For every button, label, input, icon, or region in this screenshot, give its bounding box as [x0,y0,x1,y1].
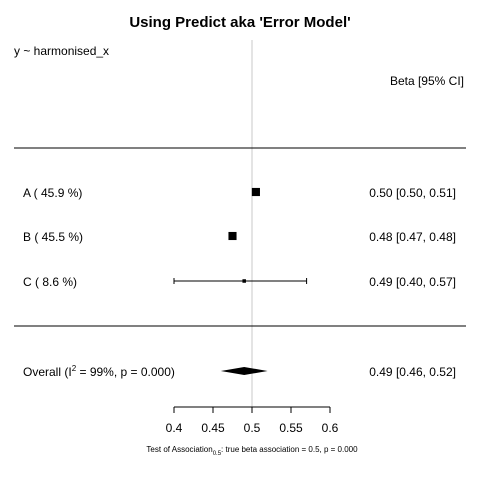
footer-prefix: Test of Association [146,445,212,454]
study-point [242,279,246,283]
model-label: y ~ harmonised_x [14,44,109,58]
study-point [228,231,237,241]
overall-label: Overall (I2 = 99%, p = 0.000) [23,364,175,379]
chart-title: Using Predict aka 'Error Model' [129,14,350,31]
x-tick-label: 0.45 [201,421,225,435]
study-ci-texts: 0.50 [0.50, 0.51] 0.48 [0.47, 0.48] 0.49… [369,186,456,289]
overall-label-suffix: = 99%, p = 0.000) [76,365,175,379]
footer-suffix: : true beta association = 0.5, p = 0.000 [221,445,358,454]
study-labels: A ( 45.9 %) B ( 45.5 %) C ( 8.6 %) [23,186,83,289]
study-ci-text: 0.48 [0.47, 0.48] [369,230,456,244]
study-label: B ( 45.5 %) [23,230,83,244]
x-tick-label: 0.4 [166,421,183,435]
x-tick-label: 0.6 [322,421,339,435]
study-label: C ( 8.6 %) [23,275,77,289]
study-point [251,187,260,197]
footer-note: Test of Association0.5: true beta associ… [146,445,358,457]
study-ci-text: 0.49 [0.40, 0.57] [369,275,456,289]
study-marks [173,187,308,375]
overall-ci-text: 0.49 [0.46, 0.52] [369,365,456,379]
overall-label-sup: 2 [72,364,77,373]
study-ci-text: 0.50 [0.50, 0.51] [369,186,456,200]
x-tick-label: 0.55 [279,421,303,435]
footer-subscript: 0.5 [213,451,222,457]
overall-label-prefix: Overall (I [23,365,72,379]
study-label: A ( 45.9 %) [23,186,82,200]
x-tick-label: 0.5 [244,421,261,435]
overall-diamond [220,367,268,375]
x-axis: 0.4 0.45 0.5 0.55 0.6 [166,406,339,435]
estimate-header: Beta [95% CI] [390,74,464,88]
